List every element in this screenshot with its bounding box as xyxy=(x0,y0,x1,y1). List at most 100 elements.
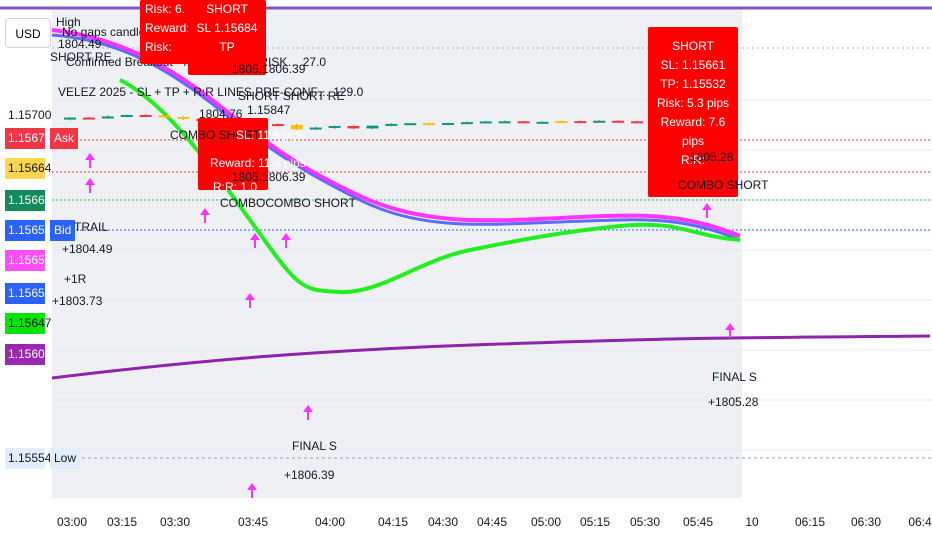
ma-slow-line xyxy=(51,334,931,380)
candle-body xyxy=(328,125,341,128)
mid-text-6: SL: 11.9 pips xyxy=(236,128,306,142)
signal-arrow xyxy=(725,323,735,338)
candle-body xyxy=(347,125,360,129)
mid-text-8: 1805.1806.39 xyxy=(232,170,306,184)
one-r-value: +1803.73 xyxy=(52,294,103,308)
right-short-box-line: Reward: 7.6 pips xyxy=(660,115,726,148)
price-tag: 1.15647 xyxy=(5,313,51,334)
mid-text-2: SHORT SHORT RE xyxy=(238,89,345,103)
price-tag: 1.15700 xyxy=(5,105,51,126)
time-label: 06:15 xyxy=(794,515,826,529)
candle-body xyxy=(385,123,398,126)
mid-text-9: R:R: 1.0 xyxy=(213,180,258,194)
candle-body xyxy=(177,116,190,119)
session-highlight xyxy=(52,8,742,498)
candle-body xyxy=(404,123,417,126)
final-s-right-value: +1805.28 xyxy=(708,395,759,409)
time-label: 04:15 xyxy=(377,515,409,529)
candle-body xyxy=(290,124,303,130)
price-tag: 1.15664 xyxy=(5,190,51,211)
signal-arrow xyxy=(303,405,313,420)
right-short-box-line: SHORT xyxy=(672,39,714,53)
time-label: 05:00 xyxy=(530,515,562,529)
candle-body xyxy=(574,121,587,124)
mid-text-5: COMBO SHORT xyxy=(170,128,261,142)
signal-arrow xyxy=(247,483,257,498)
mid-text-4: 1804.76 xyxy=(199,107,243,121)
signal-markers xyxy=(85,153,735,498)
price-tag-name: Bid xyxy=(50,220,76,241)
candle-body xyxy=(139,114,152,117)
candle-body xyxy=(82,117,95,120)
candle-body xyxy=(460,122,473,125)
ma-magenta-line xyxy=(51,28,741,238)
time-label: 04:45 xyxy=(476,515,508,529)
mid-text-10: COMBOCOMBO SHORT xyxy=(220,196,356,210)
price-tag-name: Ask xyxy=(50,128,79,149)
mid-short-box xyxy=(198,118,268,190)
legend-high-value: 1804.49 xyxy=(58,37,102,51)
currency-button[interactable]: USD xyxy=(5,18,51,48)
mid-text-1: 1805.1806.39 xyxy=(232,62,306,76)
candle-body xyxy=(517,121,530,124)
top-short-box-line: SHORT xyxy=(206,2,248,16)
candle-body xyxy=(536,121,549,124)
time-label: 05:45 xyxy=(682,515,714,529)
top-short-box-line: SL 1.15684 xyxy=(196,21,258,35)
signal-arrow xyxy=(85,153,95,168)
left-risk-box-line: Risk: xyxy=(145,40,172,54)
candle-body xyxy=(158,115,171,118)
candle-body xyxy=(309,127,322,130)
time-label: 03:00 xyxy=(56,515,88,529)
right-short-box-line: R:R: xyxy=(681,153,705,167)
signal-arrow xyxy=(85,178,95,193)
right-text-2: COMBO SHORT xyxy=(678,178,769,192)
right-short-box-line: SL: 1.15661 xyxy=(660,58,726,72)
time-label: 04:00 xyxy=(314,515,346,529)
candle-body xyxy=(593,120,606,123)
time-label: 05:30 xyxy=(629,515,661,529)
one-r-label: +1R xyxy=(64,272,87,286)
left-risk-box-line: Reward: xyxy=(145,21,190,35)
candle-body xyxy=(120,114,133,117)
top-short-box: SHORT SL 1.15684 TP xyxy=(188,0,266,75)
time-label: 04:30 xyxy=(427,515,459,529)
candle-body xyxy=(64,117,76,120)
final-s-right-label: FINAL S xyxy=(712,370,757,384)
left-risk-box-line: Risk: 6. xyxy=(145,2,186,16)
legend-short-re: SHORT RE xyxy=(50,50,112,64)
mid-text-7: Reward: 11.4 pips xyxy=(210,156,306,170)
ma-blue-line xyxy=(51,33,741,242)
candle-body xyxy=(612,120,625,123)
price-tag: 1.15664 xyxy=(5,158,51,179)
time-label: 06:4 xyxy=(908,515,932,529)
legend-line-3: VELEZ 2025 - SL + TP + R:R LINES PRE-CON… xyxy=(58,85,364,99)
final-s-left-label: FINAL S xyxy=(292,439,337,453)
price-tag: 1.15650 xyxy=(5,283,51,304)
price-tag: 1.15554 xyxy=(5,448,51,469)
time-label: 10 xyxy=(745,515,759,529)
time-label: 06:30 xyxy=(850,515,882,529)
moving-averages xyxy=(51,28,931,380)
price-tag: 1.15606 xyxy=(5,344,51,365)
signal-arrow xyxy=(245,293,255,308)
price-tag-name: Low xyxy=(50,448,81,469)
time-label: 03:15 xyxy=(106,515,138,529)
time-label: 05:15 xyxy=(579,515,611,529)
price-tag: 1.15676 xyxy=(5,128,51,149)
candle-body xyxy=(498,121,511,124)
candle-body xyxy=(479,121,492,124)
top-short-box-line: TP xyxy=(219,40,235,54)
mid-text-3: 1.15847 xyxy=(247,103,291,117)
trail-label: TRAIL xyxy=(74,220,109,234)
candle-body xyxy=(101,116,114,119)
candle-body xyxy=(366,125,379,129)
right-text-1: 1805.28 xyxy=(690,150,734,164)
candle-body xyxy=(423,123,436,126)
trail-value: +1804.49 xyxy=(62,242,113,256)
candle-body xyxy=(271,124,284,127)
legend-high-label: High xyxy=(56,15,81,29)
time-label: 03:30 xyxy=(159,515,191,529)
candle-body xyxy=(555,121,568,124)
